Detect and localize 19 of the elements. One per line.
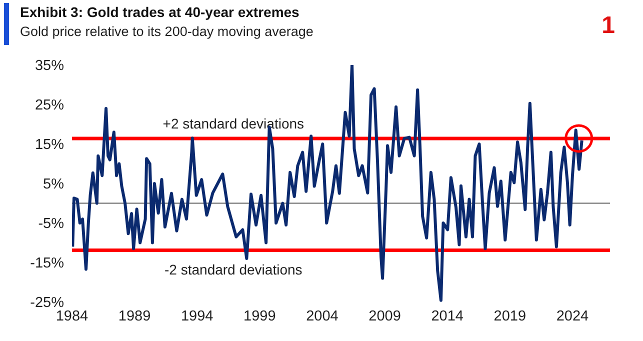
x-tick-label: 2014	[431, 308, 464, 324]
ref-line-label: -2 standard deviations	[164, 261, 302, 278]
chart-title: Exhibit 3: Gold trades at 40-year extremes	[20, 4, 300, 20]
x-tick-label: 2024	[556, 308, 589, 324]
y-tick-label: -15%	[30, 256, 64, 272]
x-tick-label: 2019	[494, 308, 526, 324]
y-tick-label: 5%	[43, 176, 64, 193]
x-tick-label: 2004	[306, 308, 338, 324]
y-tick-label: -5%	[38, 216, 64, 232]
chart-subtitle: Gold price relative to its 200-day moving average	[20, 24, 314, 39]
x-tick-label: 1989	[118, 308, 151, 324]
y-tick-label: 25%	[34, 98, 64, 114]
ref-line-label: +2 standard deviations	[162, 115, 304, 132]
y-tick-label: 35%	[34, 58, 64, 74]
text: 1	[602, 12, 615, 40]
x-tick-label: 1994	[180, 308, 214, 324]
x-tick-label: 2009	[368, 308, 401, 324]
x-tick-label: 1999	[244, 308, 276, 324]
y-tick-label: 15%	[34, 137, 64, 154]
